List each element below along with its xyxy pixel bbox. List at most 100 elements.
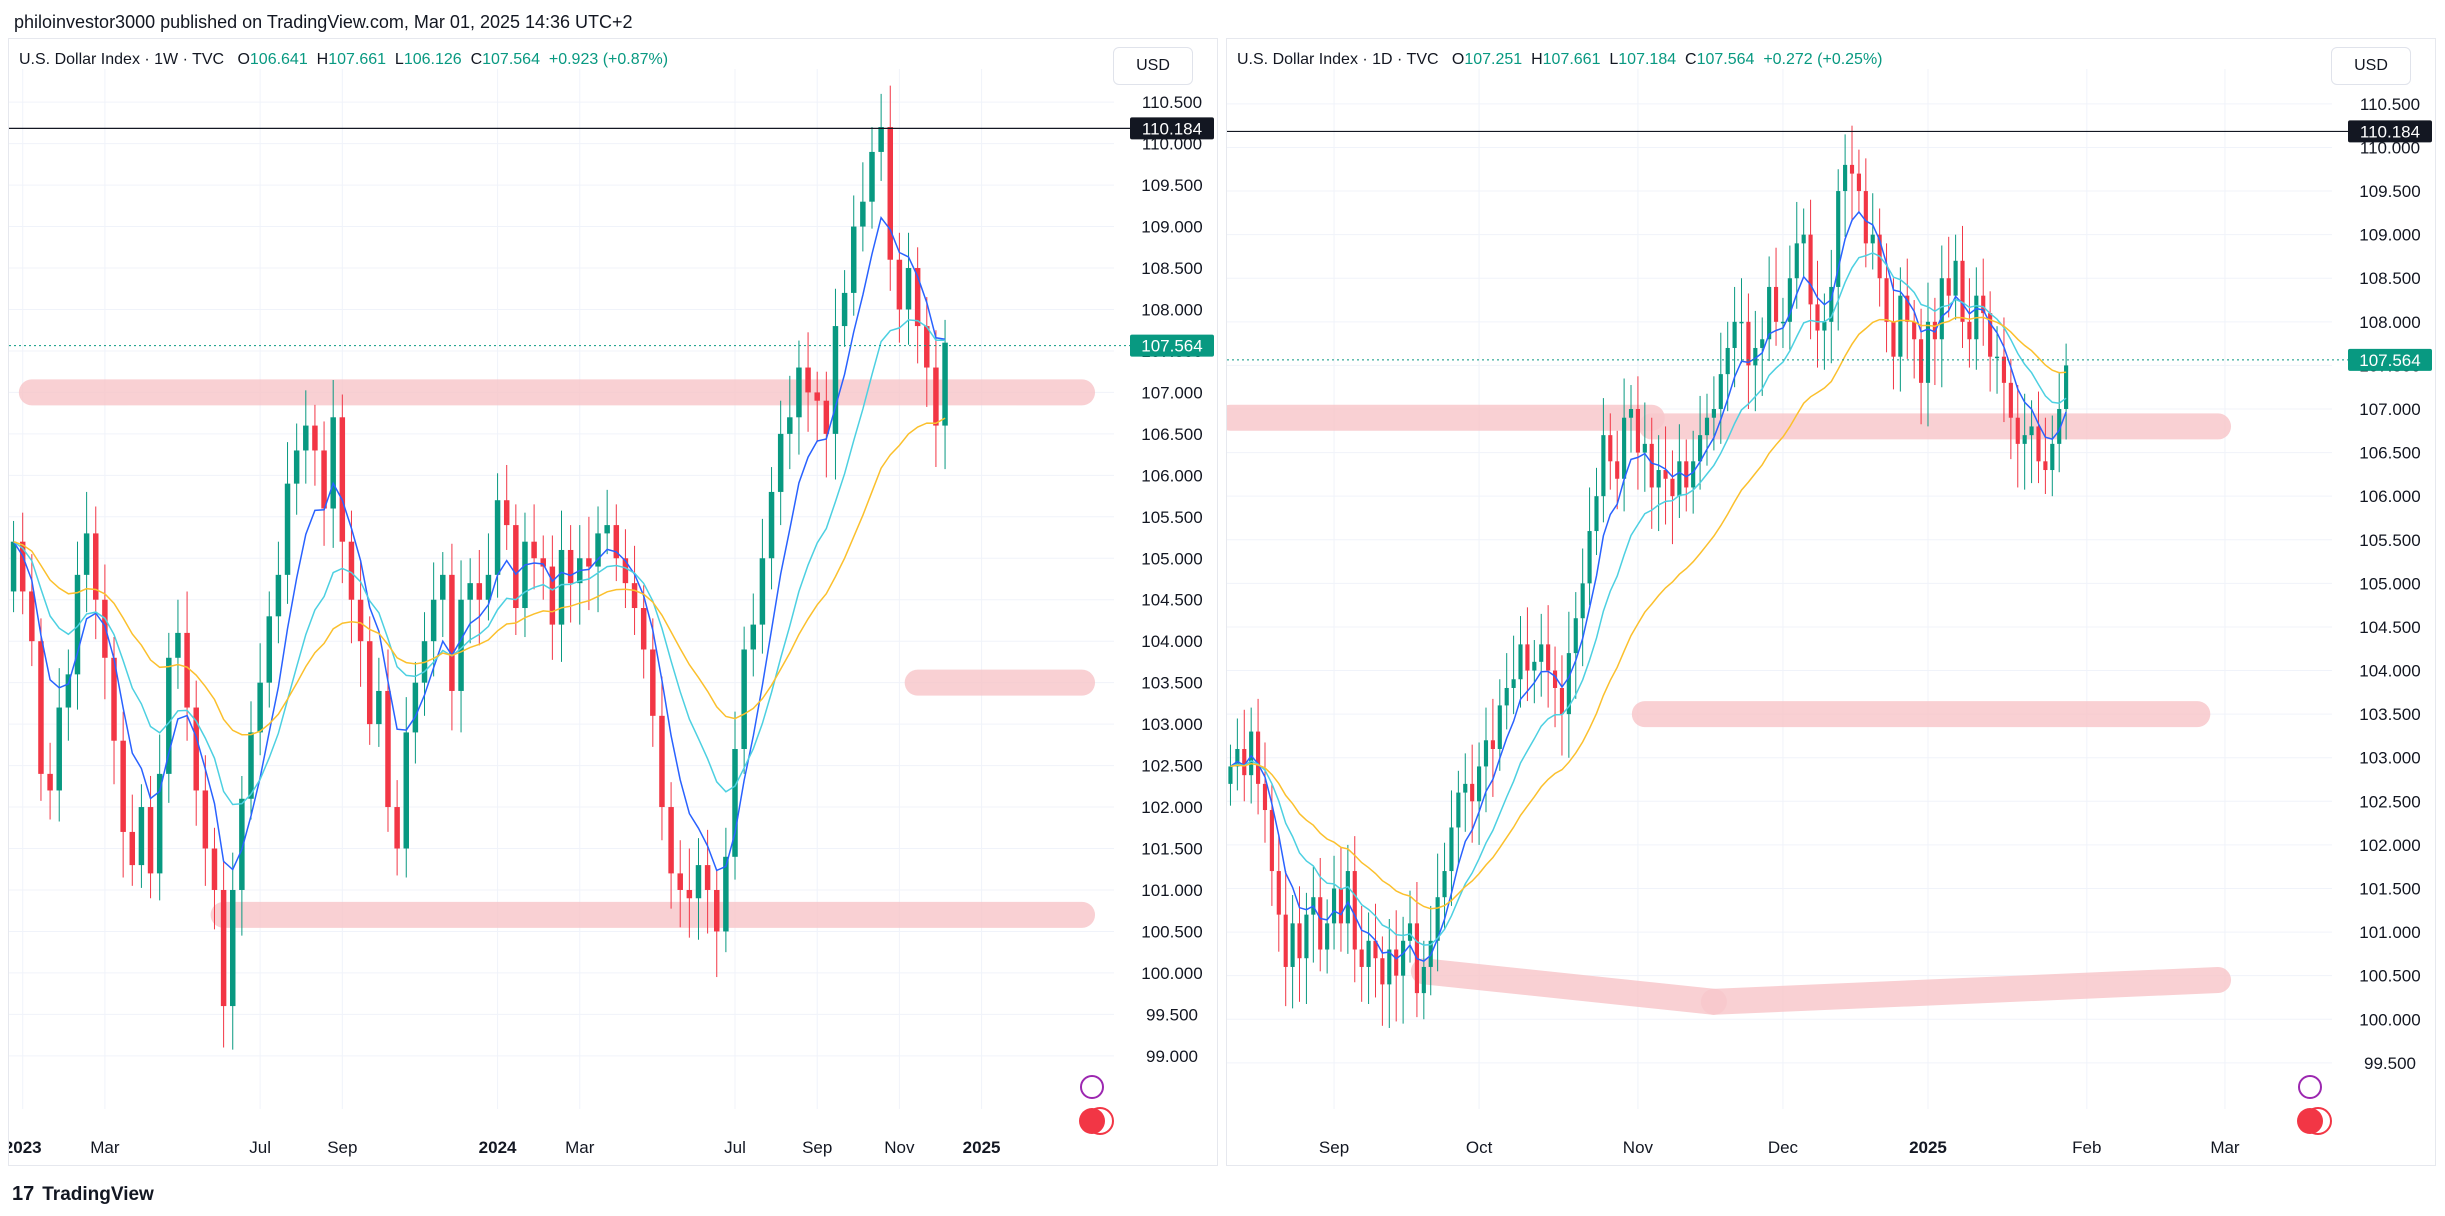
x-tick-label: Oct (1466, 1138, 1493, 1157)
candle-body (1642, 443, 1647, 453)
candle-body (942, 342, 948, 426)
daily-currency-button[interactable]: USD (2331, 47, 2411, 85)
candle-body (147, 807, 154, 874)
candle-body (138, 807, 145, 866)
candle-body (458, 599, 464, 691)
candle-body (1815, 304, 1820, 331)
candle-body (440, 574, 446, 600)
daily-chart-canvas[interactable]: 110.500 110.000 109.500 109.000 108.500 108.0… (1227, 39, 2435, 1165)
candle-body (2001, 356, 2007, 383)
candle-body (120, 740, 126, 832)
candle-body (129, 831, 136, 866)
y-tick-label: 105.500 (2359, 531, 2420, 550)
candle-body (540, 558, 546, 567)
candle-body (1401, 940, 1406, 976)
y-tick-label: 110.500 (1142, 93, 1202, 112)
candle-body (1649, 443, 1654, 488)
open-key: O (1451, 51, 1465, 68)
candle-body (220, 889, 227, 1007)
candle-body (522, 541, 528, 609)
support-resistance-zone (1700, 967, 2232, 1015)
candle-body (394, 807, 400, 849)
y-tick-label: 104.500 (2359, 618, 2420, 637)
x-tick-label: Sep (327, 1138, 357, 1157)
candle-body (449, 574, 455, 691)
candle-body (166, 657, 172, 774)
candle-body (248, 732, 254, 799)
y-tick-label: 101.000 (1141, 881, 1202, 900)
y-tick-label: 106.000 (1141, 466, 1202, 485)
daily-chart-panel[interactable]: 110.500 110.000 109.500 109.000 108.500 108.0… (1226, 38, 2436, 1166)
y-tick-label: 100.000 (1141, 964, 1202, 983)
x-tick-label: Nov (884, 1138, 915, 1157)
candle-body (1967, 321, 1972, 340)
candle-body (1504, 687, 1509, 706)
candle-body (1449, 827, 1454, 872)
candle-body (1290, 923, 1295, 967)
candle-body (558, 549, 565, 625)
weekly-chart-canvas[interactable]: 110.500 110.000 109.500 109.000 108.500 108.0… (9, 39, 1217, 1165)
candle-body (1497, 705, 1502, 749)
candle-body (1546, 644, 1551, 671)
candle-body (1394, 949, 1399, 976)
tradingview-brand: TradingView (42, 1183, 154, 1205)
moving-average-line (1230, 210, 2067, 962)
candle-body (467, 583, 473, 600)
x-tick-label: Mar (565, 1138, 595, 1157)
candle-body (1373, 940, 1378, 959)
y-tick-label: 99.000 (1146, 1047, 1198, 1066)
candle-body (1912, 321, 1917, 340)
low-key: L (1609, 51, 1619, 68)
candle-body (2008, 382, 2013, 418)
candle-body (905, 268, 912, 310)
y-tick-label: 102.500 (1141, 757, 1202, 776)
x-tick-label: Feb (2072, 1138, 2101, 1157)
candle-body (56, 707, 62, 791)
candle-body (1691, 461, 1696, 488)
candle-body (796, 367, 802, 418)
candle-body (1760, 339, 1765, 348)
candle-body (1704, 417, 1710, 436)
candle-body (1960, 260, 1965, 322)
candle-body (1870, 234, 1875, 244)
candle-body (1511, 679, 1516, 688)
candle-body (695, 865, 702, 899)
weekly-low: 106.126 (403, 51, 462, 68)
candle-body (1711, 409, 1716, 418)
candle-body (1753, 347, 1758, 366)
candle-body (814, 392, 820, 401)
close-key: C (1685, 51, 1697, 68)
x-tick-label: Jul (249, 1138, 271, 1157)
weekly-chart-panel[interactable]: 110.500 110.000 109.500 109.000 108.500 108.0… (8, 38, 1218, 1166)
y-tick-label: 110.500 (2360, 95, 2420, 114)
weekly-close: 107.564 (482, 51, 540, 68)
candle-body (714, 889, 720, 932)
candle-body (1573, 618, 1578, 654)
y-tick-label: 104.500 (1141, 591, 1202, 610)
candle-body (823, 400, 830, 434)
candle-body (1249, 731, 1254, 776)
weekly-ohlc-legend: U.S. Dollar Index · 1W · TVC O106.641 H1… (19, 51, 668, 69)
candle-body (312, 425, 318, 451)
candle-body (1622, 417, 1627, 479)
y-tick-label: 108.000 (2359, 313, 2420, 332)
candle-body (1594, 496, 1599, 532)
y-tick-label: 100.500 (1141, 922, 1202, 941)
candle-body (759, 558, 766, 625)
candle-body (1421, 966, 1426, 994)
candle-body (275, 574, 282, 617)
x-tick-label: Sep (1319, 1138, 1349, 1157)
candle-body (93, 533, 99, 600)
candle-body (1242, 749, 1247, 776)
attribution-text: philoinvestor3000 published on TradingVi… (14, 12, 633, 32)
candle-body (366, 641, 373, 725)
candle-body (704, 865, 711, 890)
candle-body (1794, 243, 1799, 279)
price-level-tag (2348, 120, 2432, 143)
candle-body (1331, 888, 1337, 924)
weekly-currency-button[interactable]: USD (1113, 47, 1193, 85)
candle-body (750, 624, 757, 650)
candle-body (2029, 426, 2034, 436)
weekly-symbol: U.S. Dollar Index · 1W · TVC (19, 51, 225, 68)
candle-body (1580, 583, 1585, 619)
